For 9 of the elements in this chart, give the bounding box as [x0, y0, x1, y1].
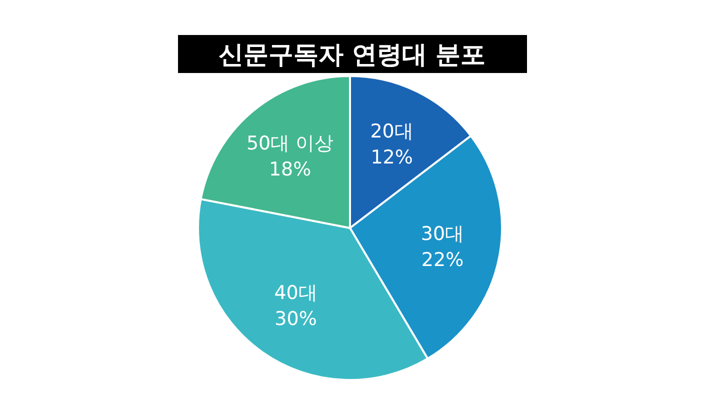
slice-label: 40대: [274, 282, 318, 304]
slice-label: 30대: [420, 222, 464, 245]
slice-label: 50대 이상: [246, 132, 334, 154]
data-label: 22%: [421, 248, 464, 271]
data-label: 18%: [268, 158, 312, 180]
data-label: 30%: [274, 308, 317, 330]
slice-label: 20대: [370, 120, 414, 143]
data-label: 12%: [370, 146, 413, 169]
chart-title: 신문구독자 연령대 분포: [218, 40, 486, 69]
